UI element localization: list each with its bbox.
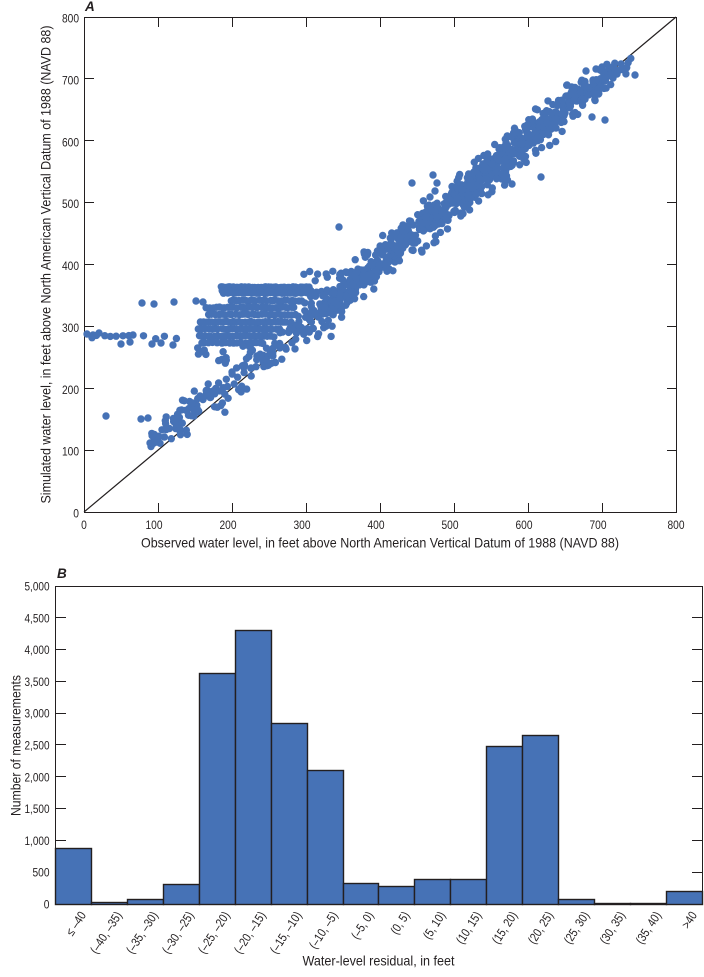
svg-text:3,500: 3,500: [25, 675, 50, 689]
svg-text:600: 600: [62, 135, 79, 149]
svg-text:0: 0: [44, 898, 50, 912]
svg-text:0: 0: [73, 507, 79, 521]
svg-text:700: 700: [590, 518, 607, 532]
svg-text:2,000: 2,000: [25, 770, 50, 784]
svg-text:1,000: 1,000: [25, 834, 50, 848]
svg-text:800: 800: [668, 518, 685, 532]
svg-text:Observed water level, in feet: Observed water level, in feet above Nort…: [141, 536, 619, 551]
svg-text:500: 500: [442, 518, 459, 532]
svg-text:100: 100: [62, 445, 79, 459]
svg-text:100: 100: [146, 518, 163, 532]
svg-text:4,000: 4,000: [25, 643, 50, 657]
svg-text:800: 800: [62, 12, 79, 26]
svg-text:400: 400: [62, 259, 79, 273]
svg-text:200: 200: [220, 518, 237, 532]
svg-text:5,000: 5,000: [25, 580, 50, 594]
svg-text:A: A: [84, 0, 95, 14]
svg-text:Number of measurements: Number of measurements: [9, 675, 24, 816]
svg-text:0: 0: [81, 518, 87, 532]
svg-text:Water-level residual, in feet: Water-level residual, in feet: [303, 954, 455, 969]
svg-text:Simulated water level, in feet: Simulated water level, in feet above Nor…: [39, 26, 54, 504]
svg-text:400: 400: [368, 518, 385, 532]
svg-text:500: 500: [62, 197, 79, 211]
svg-text:B: B: [57, 566, 67, 581]
svg-text:1,500: 1,500: [25, 802, 50, 816]
svg-text:2,500: 2,500: [25, 739, 50, 753]
svg-text:600: 600: [516, 518, 533, 532]
svg-text:300: 300: [62, 321, 79, 335]
svg-text:300: 300: [294, 518, 311, 532]
svg-text:3,000: 3,000: [25, 707, 50, 721]
svg-text:500: 500: [33, 866, 50, 880]
svg-text:200: 200: [62, 383, 79, 397]
svg-text:4,500: 4,500: [25, 611, 50, 625]
svg-text:700: 700: [62, 73, 79, 87]
